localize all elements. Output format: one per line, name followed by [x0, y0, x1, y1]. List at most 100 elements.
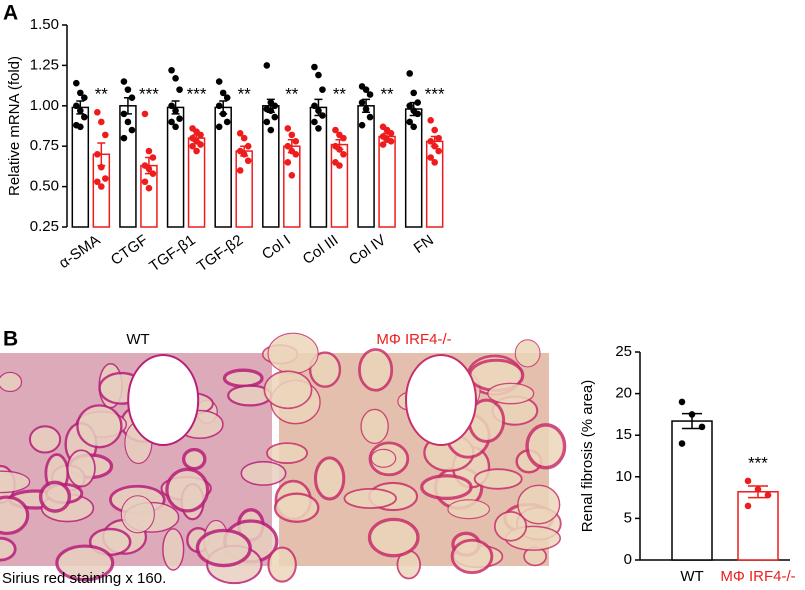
data-point	[362, 86, 370, 93]
caption: Sirius red staining x 160.	[2, 570, 166, 587]
data-point	[267, 107, 275, 114]
tubule	[360, 408, 389, 445]
data-point	[288, 171, 296, 179]
data-point	[406, 118, 413, 126]
tubule	[267, 332, 319, 375]
tubule	[0, 495, 30, 536]
data-point	[435, 147, 442, 155]
data-point	[219, 89, 227, 97]
data-point	[358, 121, 366, 129]
y-tick-label: 0	[624, 551, 632, 568]
data-point	[284, 142, 292, 150]
data-point	[215, 123, 223, 131]
lumen	[405, 354, 477, 446]
data-point	[744, 477, 752, 485]
data-point	[145, 184, 153, 192]
tubule	[273, 492, 320, 523]
tubule	[473, 468, 523, 490]
bar	[378, 135, 396, 228]
data-point	[197, 141, 204, 148]
data-point	[292, 150, 300, 158]
data-point	[340, 134, 347, 142]
data-point	[189, 142, 196, 150]
data-point	[698, 423, 706, 431]
tubule	[267, 546, 297, 583]
data-point	[427, 138, 434, 145]
significance: **	[380, 84, 394, 103]
bar	[737, 491, 779, 561]
data-point	[267, 126, 275, 134]
tubule	[0, 536, 17, 562]
tubule	[447, 499, 490, 520]
data-point	[688, 411, 696, 418]
y-tick-label: 15	[615, 426, 632, 443]
micrographs	[0, 332, 567, 585]
data-point	[128, 94, 136, 102]
data-point	[73, 102, 80, 110]
tubule	[195, 528, 252, 568]
data-point	[77, 89, 84, 97]
data-point	[240, 150, 248, 158]
y-tick-label: 1.00	[30, 97, 59, 114]
tubule	[358, 348, 394, 392]
data-point	[98, 163, 105, 171]
data-point	[678, 398, 686, 406]
data-point	[223, 94, 231, 102]
data-point	[172, 75, 179, 82]
image-label: MΦ IRF4-/-	[376, 331, 451, 348]
data-point	[271, 113, 279, 121]
image-label: WT	[126, 331, 149, 348]
tubule	[0, 470, 31, 494]
tubule	[493, 510, 528, 542]
significance: ***	[139, 84, 159, 103]
data-point	[141, 110, 149, 118]
data-point	[73, 79, 80, 87]
data-point	[311, 63, 318, 71]
tubule	[308, 351, 342, 388]
data-point	[431, 142, 438, 150]
data-point	[168, 118, 175, 126]
data-point	[362, 105, 370, 113]
tubule	[76, 404, 123, 449]
data-point	[431, 126, 438, 134]
data-point	[149, 170, 157, 177]
data-point	[336, 146, 343, 153]
tubule	[38, 480, 72, 513]
data-point	[387, 138, 395, 145]
tubule	[222, 368, 264, 388]
x-tick-label: WT	[680, 568, 703, 585]
data-point	[94, 108, 101, 116]
data-point	[311, 102, 318, 110]
data-point	[379, 141, 387, 148]
data-point	[358, 99, 366, 106]
tubule	[28, 425, 62, 454]
data-point	[168, 66, 175, 74]
tubule	[517, 484, 561, 525]
data-point	[319, 112, 326, 119]
y-axis-label: Renal fibrosis (% area)	[579, 380, 596, 533]
significance: **	[333, 84, 347, 103]
y-tick-label: 5	[624, 509, 632, 526]
tubule	[266, 442, 309, 464]
tubule	[263, 370, 313, 410]
tubule	[162, 528, 185, 571]
y-tick-label: 1.50	[30, 16, 59, 33]
tubule	[450, 538, 494, 575]
data-point	[145, 165, 153, 173]
data-point	[315, 71, 322, 79]
data-point	[77, 107, 84, 114]
tubule	[165, 467, 210, 513]
data-point	[219, 110, 227, 118]
significance: ***	[425, 84, 445, 103]
data-point	[102, 131, 109, 139]
significance: ***	[187, 84, 207, 103]
data-point	[336, 162, 343, 169]
data-point	[172, 107, 179, 114]
data-point	[764, 491, 772, 499]
significance: **	[238, 84, 252, 103]
panel-label: B	[3, 328, 18, 351]
data-point	[197, 131, 204, 139]
data-point	[81, 94, 88, 102]
significance: ***	[748, 453, 768, 472]
data-point	[431, 159, 438, 166]
